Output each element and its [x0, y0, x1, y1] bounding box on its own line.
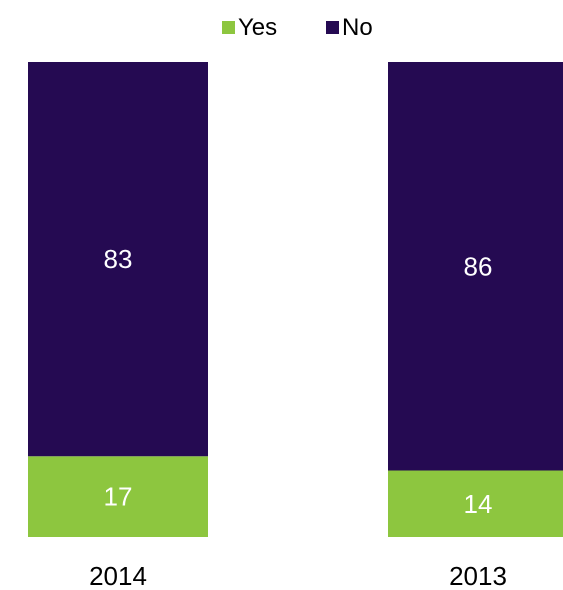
legend-item-yes: Yes — [222, 14, 277, 41]
bar-segment-no-2013 — [388, 62, 563, 471]
data-label-no-2013: 86 — [464, 251, 493, 281]
legend-swatch-yes — [222, 21, 235, 34]
data-label-no-2014: 83 — [104, 244, 133, 274]
bar-group-2013: 14 86 — [388, 62, 563, 537]
data-label-yes-2014: 17 — [104, 482, 133, 512]
legend-item-no: No — [326, 14, 373, 41]
legend-label-yes: Yes — [238, 14, 277, 41]
legend-label-no: No — [342, 14, 373, 41]
bar-segment-yes-2013 — [388, 470, 563, 537]
data-label-yes-2013: 14 — [464, 489, 493, 519]
x-tick-label-2013: 2013 — [449, 561, 507, 590]
bar-segment-no-2014 — [28, 62, 208, 457]
x-tick-label-2014: 2014 — [89, 561, 147, 590]
chart-legend: Yes No — [222, 14, 373, 41]
bar-segment-yes-2014 — [28, 456, 208, 537]
legend-swatch-no — [326, 21, 339, 34]
